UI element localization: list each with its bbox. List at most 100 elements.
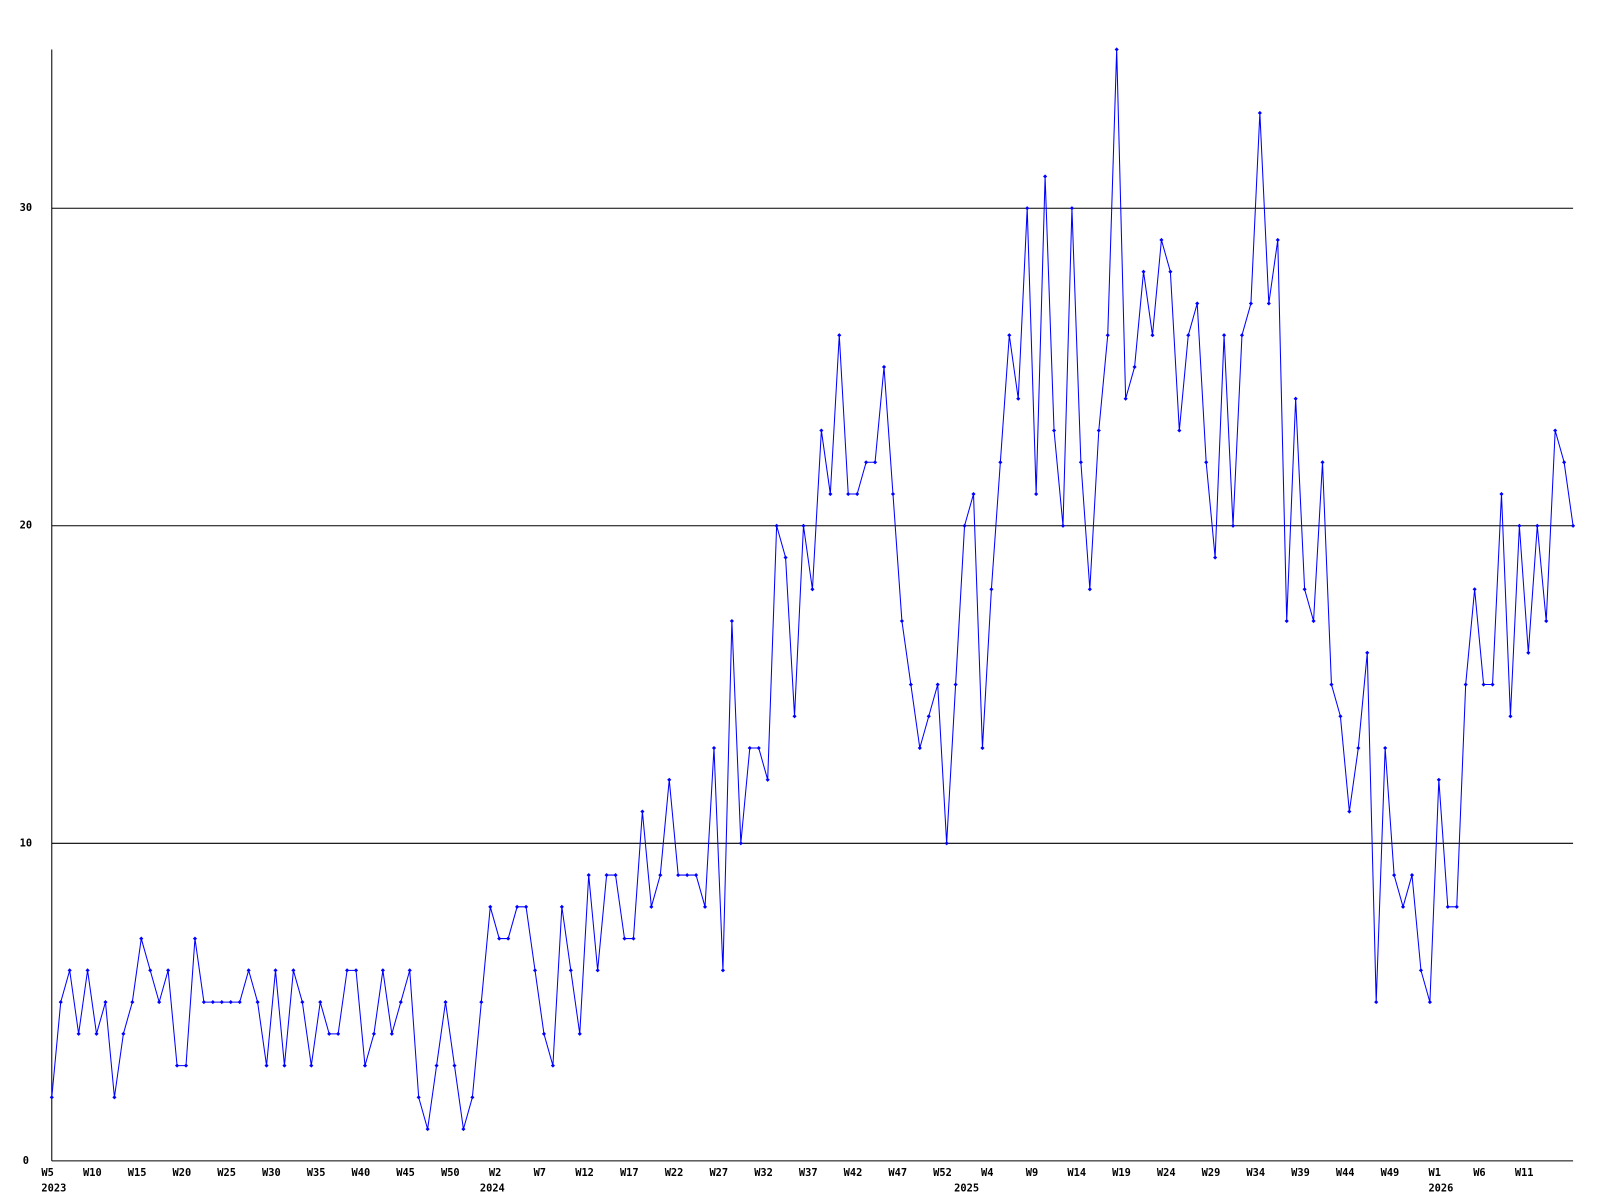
point-marker: [1454, 904, 1459, 909]
point-marker: [881, 364, 887, 370]
x-year-label: 2023: [41, 1183, 66, 1195]
point-marker: [1499, 491, 1504, 497]
point-marker: [246, 968, 251, 973]
x-tick-label: W22: [665, 1167, 684, 1179]
y-tick-label: 20: [20, 520, 32, 532]
point-marker: [1418, 968, 1424, 973]
x-tick-label: W4: [981, 1167, 993, 1179]
x-tick-label: W30: [262, 1167, 281, 1179]
point-marker: [1069, 206, 1075, 211]
x-tick-label: W39: [1291, 1167, 1310, 1179]
point-marker: [1284, 618, 1289, 624]
x-year-label: 2026: [1428, 1183, 1453, 1195]
x-tick-label: W32: [754, 1167, 773, 1179]
point-marker: [1383, 745, 1388, 751]
point-marker: [183, 1063, 189, 1068]
point-marker: [1230, 523, 1236, 528]
x-tick-label: W14: [1067, 1167, 1086, 1179]
x-tick-label: W5: [41, 1167, 53, 1179]
point-marker: [1213, 555, 1218, 560]
x-tick-label: W20: [173, 1167, 192, 1179]
point-marker: [676, 873, 681, 878]
x-tick-label: W6: [1473, 1167, 1485, 1179]
x-tick-label: W35: [307, 1167, 326, 1179]
point-marker: [1553, 428, 1558, 433]
point-marker: [1159, 237, 1164, 243]
point-marker: [1508, 714, 1513, 719]
point-marker: [425, 1127, 430, 1132]
point-marker: [327, 1031, 332, 1036]
point-marker: [1329, 682, 1334, 687]
x-tick-label: W27: [709, 1167, 728, 1179]
x-tick-label: W50: [441, 1167, 460, 1179]
x-tick-label: W7: [534, 1167, 546, 1179]
point-marker: [452, 1063, 457, 1068]
point-marker: [1311, 618, 1316, 624]
point-marker: [345, 968, 350, 973]
point-marker: [1409, 873, 1415, 878]
y-tick-label: 30: [20, 202, 32, 214]
point-marker: [166, 968, 171, 973]
point-marker: [962, 523, 967, 528]
point-marker: [353, 968, 359, 973]
point-marker: [1043, 174, 1048, 179]
point-marker: [1257, 110, 1262, 116]
point-marker: [747, 745, 752, 751]
point-marker: [1517, 523, 1522, 528]
x-tick-label: W49: [1381, 1167, 1400, 1179]
point-marker: [1463, 682, 1468, 687]
point-marker: [67, 968, 72, 973]
x-tick-label: W37: [799, 1167, 818, 1179]
point-marker: [1490, 682, 1495, 687]
point-marker: [49, 1095, 54, 1100]
point-marker: [926, 714, 931, 719]
x-tick-label: W29: [1202, 1167, 1221, 1179]
point-marker: [532, 968, 538, 973]
point-marker: [1347, 809, 1352, 814]
x-year-label: 2024: [480, 1183, 505, 1195]
x-tick-label: W25: [217, 1167, 236, 1179]
point-marker: [658, 873, 663, 878]
point-marker: [112, 1095, 117, 1100]
x-tick-label: W19: [1112, 1167, 1131, 1179]
x-tick-label: W11: [1515, 1167, 1534, 1179]
point-marker: [694, 873, 699, 878]
point-marker: [640, 809, 645, 814]
point-marker: [1481, 682, 1486, 687]
x-tick-label: W24: [1157, 1167, 1176, 1179]
point-marker: [1025, 206, 1030, 211]
point-marker: [720, 968, 726, 973]
point-marker: [685, 873, 690, 878]
x-tick-label: W12: [575, 1167, 594, 1179]
point-marker: [1114, 47, 1119, 52]
point-marker: [371, 1031, 377, 1036]
y-tick-label: 0: [23, 1155, 29, 1167]
point-marker: [434, 1063, 439, 1068]
x-year-label: 2025: [954, 1183, 979, 1195]
x-tick-label: W45: [396, 1167, 415, 1179]
x-tick-label: W1: [1428, 1167, 1440, 1179]
point-marker: [264, 1063, 269, 1068]
x-tick-label: W9: [1026, 1167, 1038, 1179]
point-marker: [953, 682, 958, 687]
x-tick-label: W34: [1246, 1167, 1265, 1179]
point-marker: [1445, 904, 1450, 909]
point-marker: [174, 1063, 180, 1068]
point-marker: [971, 491, 976, 497]
x-tick-label: W42: [844, 1167, 863, 1179]
point-marker: [899, 618, 904, 624]
point-marker: [1060, 523, 1066, 528]
point-marker: [1177, 428, 1182, 433]
x-tick-label: W47: [888, 1167, 907, 1179]
point-marker: [148, 968, 153, 973]
point-marker: [908, 682, 913, 687]
point-marker: [890, 491, 896, 497]
point-marker: [121, 1031, 126, 1036]
point-marker: [711, 745, 717, 751]
point-marker: [362, 1063, 368, 1068]
y-tick-label: 10: [20, 837, 32, 849]
x-tick-label: W2: [489, 1167, 501, 1179]
point-marker: [1275, 237, 1280, 243]
point-marker: [1051, 428, 1057, 433]
